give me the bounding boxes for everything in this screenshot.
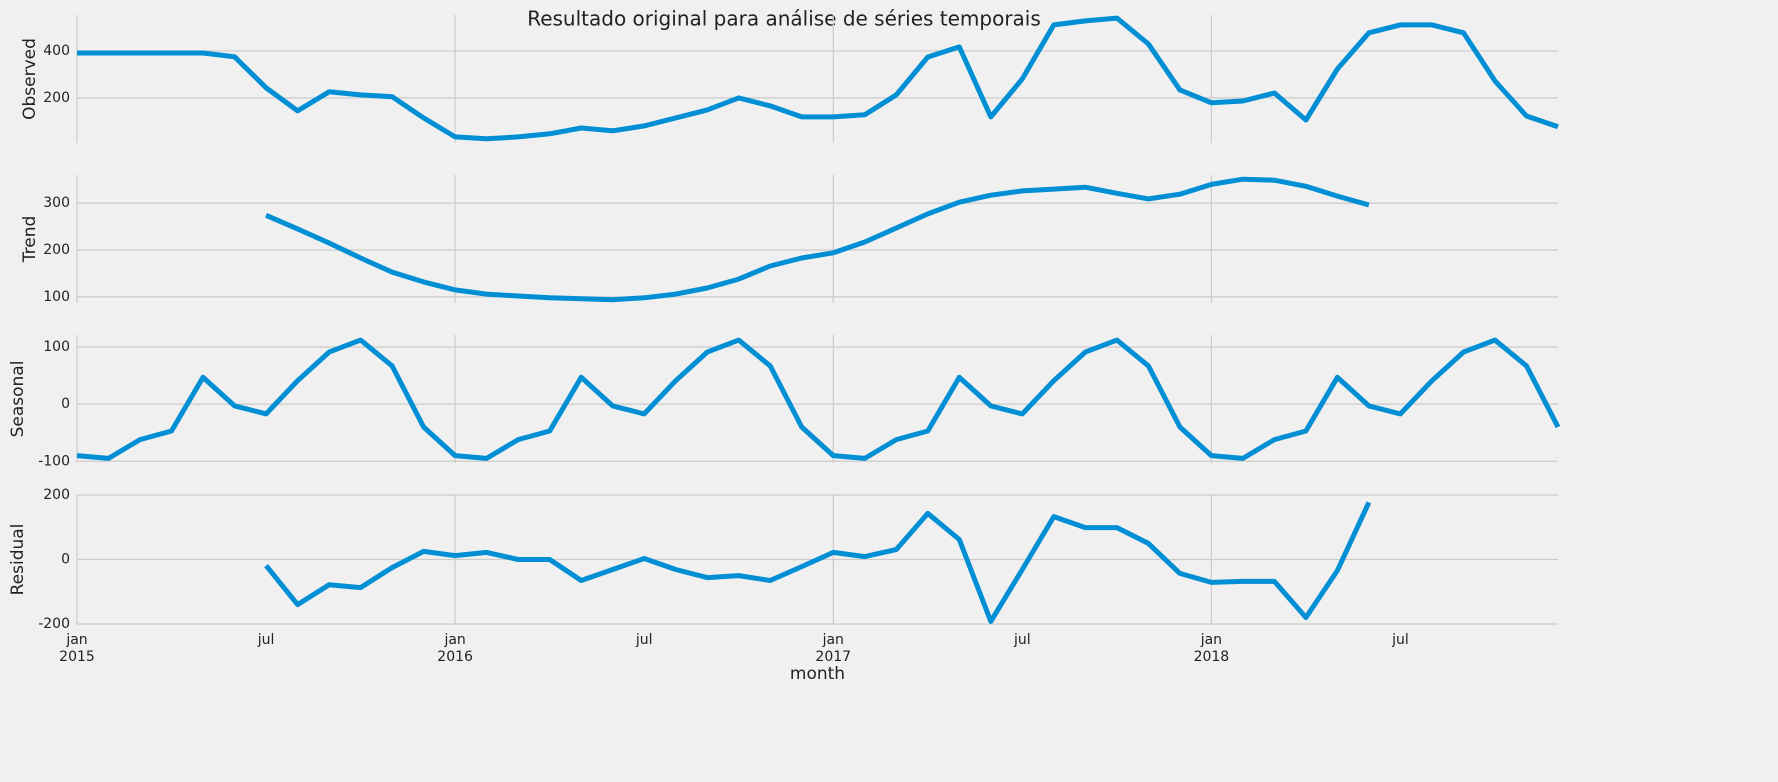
y-tick-label: 300 bbox=[43, 195, 70, 211]
y-tick-label: -200 bbox=[38, 616, 70, 632]
y-tick-label: 0 bbox=[61, 396, 70, 412]
y-tick-label: -100 bbox=[38, 453, 70, 469]
x-tick-label: jan 2017 bbox=[815, 632, 851, 665]
x-tick-label: jul bbox=[257, 632, 275, 648]
data-line bbox=[77, 15, 1559, 142]
x-tick-label: jul bbox=[1013, 632, 1031, 648]
x-tick-label: jul bbox=[635, 632, 653, 648]
y-axis-label: Seasonal bbox=[8, 361, 28, 438]
y-axis-label: Residual bbox=[8, 524, 28, 596]
y-tick-label: 200 bbox=[43, 487, 70, 503]
x-axis-label: month bbox=[790, 664, 845, 684]
data-line bbox=[265, 176, 1370, 303]
y-tick-label: 0 bbox=[61, 552, 70, 568]
data-line bbox=[264, 501, 1372, 624]
x-tick-label: jan 2015 bbox=[59, 632, 95, 665]
chart-title: Resultado original para análise de série… bbox=[527, 7, 1041, 31]
y-axis-label: Observed bbox=[20, 38, 40, 120]
y-tick-label: 100 bbox=[43, 289, 70, 305]
data-line bbox=[76, 337, 1561, 461]
x-tick-label: jul bbox=[1391, 632, 1409, 648]
x-tick-label: jan 2018 bbox=[1194, 632, 1230, 665]
y-axis-label: Trend bbox=[20, 216, 40, 264]
y-tick-label: 400 bbox=[43, 43, 70, 59]
x-tick-label: jan 2016 bbox=[437, 632, 473, 665]
y-tick-label: 200 bbox=[43, 242, 70, 258]
y-tick-label: 100 bbox=[43, 339, 70, 355]
y-tick-label: 200 bbox=[43, 90, 70, 106]
